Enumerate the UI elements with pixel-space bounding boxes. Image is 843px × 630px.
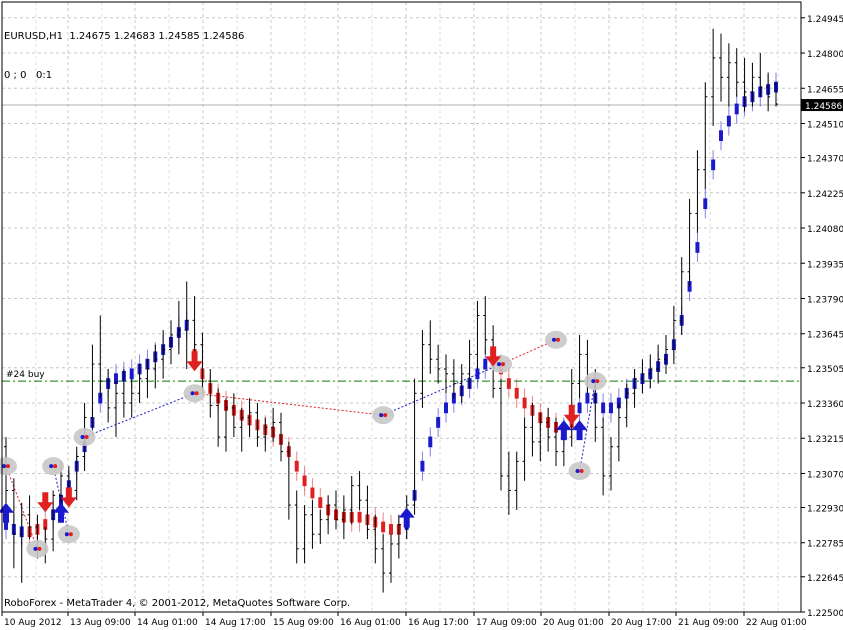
up-arrow-icon <box>398 507 415 528</box>
up-arrow-icon <box>571 420 588 441</box>
y-tick-label: 1.22930 <box>807 504 843 514</box>
y-tick-label: 1.24510 <box>807 121 843 131</box>
trade-marker-dot <box>591 379 596 384</box>
copyright-text: RoboForex - MetaTrader 4, © 2001-2012, M… <box>4 598 351 609</box>
trade-marker-dot <box>556 337 560 342</box>
chart-header: EURUSD,H1 1.24675 1.24683 1.24585 1.2458… <box>4 4 244 95</box>
down-arrow-icon <box>37 492 54 513</box>
y-tick-label: 1.24370 <box>807 155 843 165</box>
trade-marker-dot <box>68 532 73 537</box>
trade-marker-dot <box>80 435 85 440</box>
y-tick-label: 1.23070 <box>807 470 843 480</box>
x-tick-label: 16 Aug 17:00 <box>408 618 469 628</box>
up-arrow-icon <box>0 502 14 523</box>
trade-marker-dot <box>194 391 199 396</box>
trade-marker-dot <box>6 464 10 469</box>
x-tick-label: 14 Aug 01:00 <box>137 618 198 628</box>
x-tick-label: 10 Aug 2012 <box>4 618 62 628</box>
y-tick-label: 1.23645 <box>807 331 843 341</box>
down-arrow-icon <box>186 351 203 372</box>
x-tick-label: 17 Aug 09:00 <box>476 618 537 628</box>
indicator-line: 0 ; 0 0:1 <box>4 70 53 81</box>
price-bars <box>4 28 778 593</box>
symbol-ohlc-line: EURUSD,H1 1.24675 1.24683 1.24585 1.2458… <box>4 31 245 42</box>
trade-link <box>382 363 502 416</box>
down-arrow-icon <box>563 404 580 425</box>
trade-marker-dot <box>84 435 89 440</box>
y-tick-label: 1.23505 <box>807 365 843 375</box>
y-tick-label: 1.24945 <box>807 15 843 25</box>
x-tick-label: 22 Aug 01:00 <box>746 618 807 628</box>
y-tick-label: 1.22785 <box>807 540 843 550</box>
trade-marker-dot <box>49 464 54 469</box>
trade-marker-dot <box>579 469 584 474</box>
trade-marker-dot <box>379 413 384 418</box>
trade-marker-dot <box>595 379 600 384</box>
x-tick-label: 20 Aug 17:00 <box>611 618 672 628</box>
up-arrow-icon <box>555 420 572 441</box>
x-tick-label: 16 Aug 01:00 <box>340 618 401 628</box>
x-tick-label: 14 Aug 17:00 <box>205 618 266 628</box>
trade-link <box>194 392 384 416</box>
order-line-label: #24 buy <box>6 370 45 380</box>
y-tick-label: 1.24080 <box>807 225 843 235</box>
y-tick-label: 1.23215 <box>807 435 843 445</box>
trade-link <box>579 381 596 472</box>
trade-marker-dot <box>2 464 6 469</box>
chart-grid <box>1 2 801 613</box>
x-tick-label: 15 Aug 09:00 <box>273 618 334 628</box>
y-tick-label: 1.24225 <box>807 190 843 200</box>
x-tick-label: 13 Aug 09:00 <box>70 618 131 628</box>
trade-marker-dot <box>383 413 388 418</box>
trade-markers <box>0 330 607 558</box>
y-tick-label: 1.22500 <box>807 609 843 619</box>
up-arrow-icon <box>53 502 69 523</box>
y-tick-label: 1.22645 <box>807 574 843 584</box>
plot-frame <box>1 1 802 613</box>
y-tick-label: 1.23360 <box>807 400 843 410</box>
x-tick-label: 20 Aug 01:00 <box>543 618 604 628</box>
trade-marker-dot <box>64 532 69 537</box>
order-line: #24 buy <box>2 370 801 382</box>
trend-bands <box>4 72 778 547</box>
trade-marker-dot <box>53 464 58 469</box>
trade-marker-dot <box>552 337 556 342</box>
trade-marker-dot <box>497 362 501 367</box>
current-price-label: 1.24586 <box>805 102 842 112</box>
trade-marker-dot <box>501 362 505 367</box>
trade-marker-dot <box>575 469 580 474</box>
trade-marker-dot <box>33 546 38 551</box>
y-tick-label: 1.23790 <box>807 295 843 305</box>
trade-marker-dot <box>190 391 195 396</box>
down-arrow-icon <box>485 346 502 367</box>
down-arrow-icon <box>60 487 77 508</box>
y-tick-label: 1.24655 <box>807 85 843 95</box>
current-price-box <box>801 99 843 112</box>
y-tick-label: 1.24800 <box>807 50 843 60</box>
trade-marker-dot <box>37 546 42 551</box>
x-tick-label: 21 Aug 09:00 <box>678 618 739 628</box>
signal-arrows <box>0 346 588 528</box>
y-tick-label: 1.23935 <box>807 260 843 270</box>
